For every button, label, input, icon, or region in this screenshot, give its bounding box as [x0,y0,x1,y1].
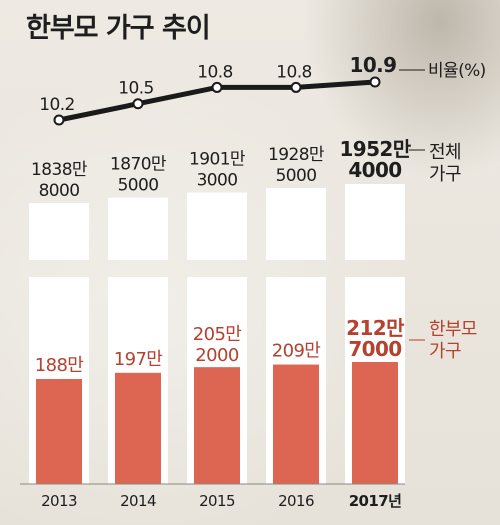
ratio-label: 10.8 [197,62,232,82]
category-label: 2017년 [349,492,402,510]
single-parent-bar [36,379,82,484]
total-bar-upper [108,197,168,260]
ratio-label: 10.9 [350,53,397,77]
chart-title: 한부모 가구 추이 [26,13,211,44]
category-label: 2015 [199,492,235,510]
ratio-point [132,98,144,110]
category-label: 2014 [120,492,156,510]
total-value-label: 1838만 [31,160,88,180]
total-value-label: 5000 [276,166,317,186]
single-parent-bar [194,367,240,484]
single-parent-bar [115,372,161,484]
single-parent-value-label: 212만 [346,316,405,340]
ratio-point [211,81,223,93]
single-parent-value-label: 7000 [348,337,401,361]
single-parent-value-label: 205만 [193,324,242,345]
total-value-label: 8000 [39,181,80,201]
total-bar-upper [345,184,405,260]
total-legend-label: 가구 [429,164,461,185]
category-label: 2013 [41,492,77,510]
total-value-label: 5000 [118,176,159,196]
total-bar-upper [266,187,326,260]
ratio-label: 10.8 [276,62,311,82]
ratio-point [53,114,65,126]
ratio-point [369,76,381,88]
ratio-label: 10.2 [39,95,74,115]
single-parent-legend-label: 가구 [429,341,461,362]
ratio-legend-label: 비율(%) [428,61,486,81]
ratio-label: 10.5 [118,79,153,99]
single-parent-value-label: 2000 [195,345,239,366]
total-bar-upper [29,203,89,260]
single-parent-value-label: 197만 [114,349,163,370]
single-parent-value-label: 209만 [272,341,321,362]
single-parent-value-label: 188만 [35,355,84,376]
total-value-label: 3000 [197,171,238,191]
total-value-label: 1870만 [110,155,167,175]
total-value-label: 1928만 [268,145,325,165]
single-parent-bar [352,362,398,484]
total-value-label: 1952만 [339,137,411,161]
total-legend-label: 전체 [429,142,461,163]
total-value-label: 1901만 [189,150,246,170]
single-parent-legend-label: 한부모 [429,319,477,340]
ratio-point [290,81,302,93]
category-label: 2016 [278,492,314,510]
total-value-label: 4000 [348,158,401,182]
total-bar-upper [187,192,247,260]
single-parent-bar [273,364,319,484]
